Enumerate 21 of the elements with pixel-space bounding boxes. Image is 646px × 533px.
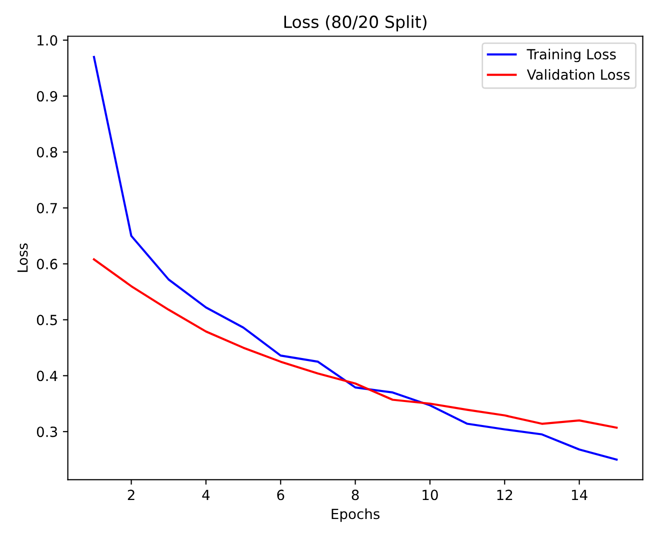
y-tick-label: 0.8 [36,146,58,158]
y-tick-label: 0.4 [36,370,58,382]
y-axis-title: Loss [17,243,28,272]
x-tick-label: 8 [352,490,359,500]
y-tick-label: 0.9 [36,91,58,102]
x-tick-label: 4 [202,490,210,500]
x-tick-label: 10 [422,490,438,500]
y-tick-label: 0.6 [36,258,58,270]
line-series [92,258,618,429]
x-tick-label: 14 [572,490,588,500]
legend-label: Training Loss [526,48,616,62]
legend-label: Validation Loss [526,69,630,80]
y-tick-label: 0.3 [36,426,57,438]
x-tick-label: 12 [497,490,512,500]
y-tick-label: 0.7 [36,202,57,214]
y-tick-label: 0.5 [36,314,57,326]
x-tick-label: 6 [277,490,284,500]
y-tick-label: 1.0 [38,35,58,46]
x-tick-label: 2 [128,490,134,500]
chart-title: Loss (80/20 Split) [284,15,426,32]
x-axis-title: Epochs [332,508,380,522]
